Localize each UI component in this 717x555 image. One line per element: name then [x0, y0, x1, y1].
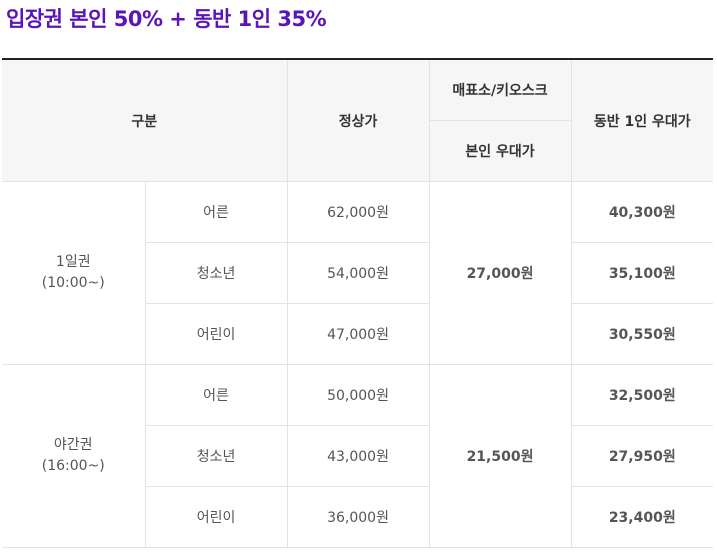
table-row: 어린이 36,000원 23,400원	[2, 486, 714, 548]
companion-price: 40,300원	[570, 181, 714, 243]
ticket-period-time: (10:00~)	[41, 275, 105, 291]
age-type: 어른	[144, 181, 288, 243]
self-discount-price: 21,500원	[428, 364, 572, 548]
age-type: 어린이	[145, 303, 288, 365]
ticket-period-night: 야간권 (16:00~)	[2, 364, 146, 548]
table-row: 1일권 (10:00~) 어른 62,000원 27,000원 40,300원	[2, 181, 714, 365]
regular-price: 47,000원	[286, 303, 430, 365]
companion-price: 35,100원	[570, 242, 714, 304]
age-type: 청소년	[145, 425, 288, 487]
regular-price: 43,000원	[286, 425, 430, 487]
regular-price: 62,000원	[286, 181, 430, 243]
table-row: 어린이 47,000원 30,550원	[2, 303, 714, 365]
header-category: 구분	[2, 58, 288, 182]
header-companion-discount: 동반 1인 우대가	[570, 58, 714, 182]
table-row: 야간권 (16:00~) 어른 50,000원 21,500원 32,500원	[2, 364, 714, 548]
ticket-period-time: (16:00~)	[41, 458, 105, 474]
regular-price: 36,000원	[286, 486, 430, 548]
ticket-period-day: 1일권 (10:00~)	[2, 181, 146, 365]
header-kiosk-group: 매표소/키오스크	[428, 58, 572, 121]
regular-price: 50,000원	[286, 364, 430, 426]
ticket-period-name: 야간권	[53, 437, 93, 453]
age-type: 어른	[144, 364, 288, 426]
companion-price: 23,400원	[570, 486, 714, 548]
companion-price: 32,500원	[570, 364, 714, 426]
companion-price: 30,550원	[570, 303, 714, 365]
price-table: 구분 정상가 매표소/키오스크 동반 1인 우대가 본인 우대가 1일권 (10…	[2, 58, 714, 548]
regular-price: 54,000원	[286, 242, 430, 304]
companion-price: 27,950원	[570, 425, 714, 487]
age-type: 어린이	[145, 486, 288, 548]
self-discount-price: 27,000원	[428, 181, 572, 365]
page-title: 입장권 본인 50% + 동반 1인 35%	[6, 7, 327, 31]
table-row: 청소년 54,000원 35,100원	[2, 242, 714, 304]
ticket-period-name: 1일권	[55, 254, 91, 270]
header-self-discount: 본인 우대가	[429, 120, 572, 182]
age-type: 청소년	[145, 242, 288, 304]
header-regular-price: 정상가	[286, 58, 430, 182]
